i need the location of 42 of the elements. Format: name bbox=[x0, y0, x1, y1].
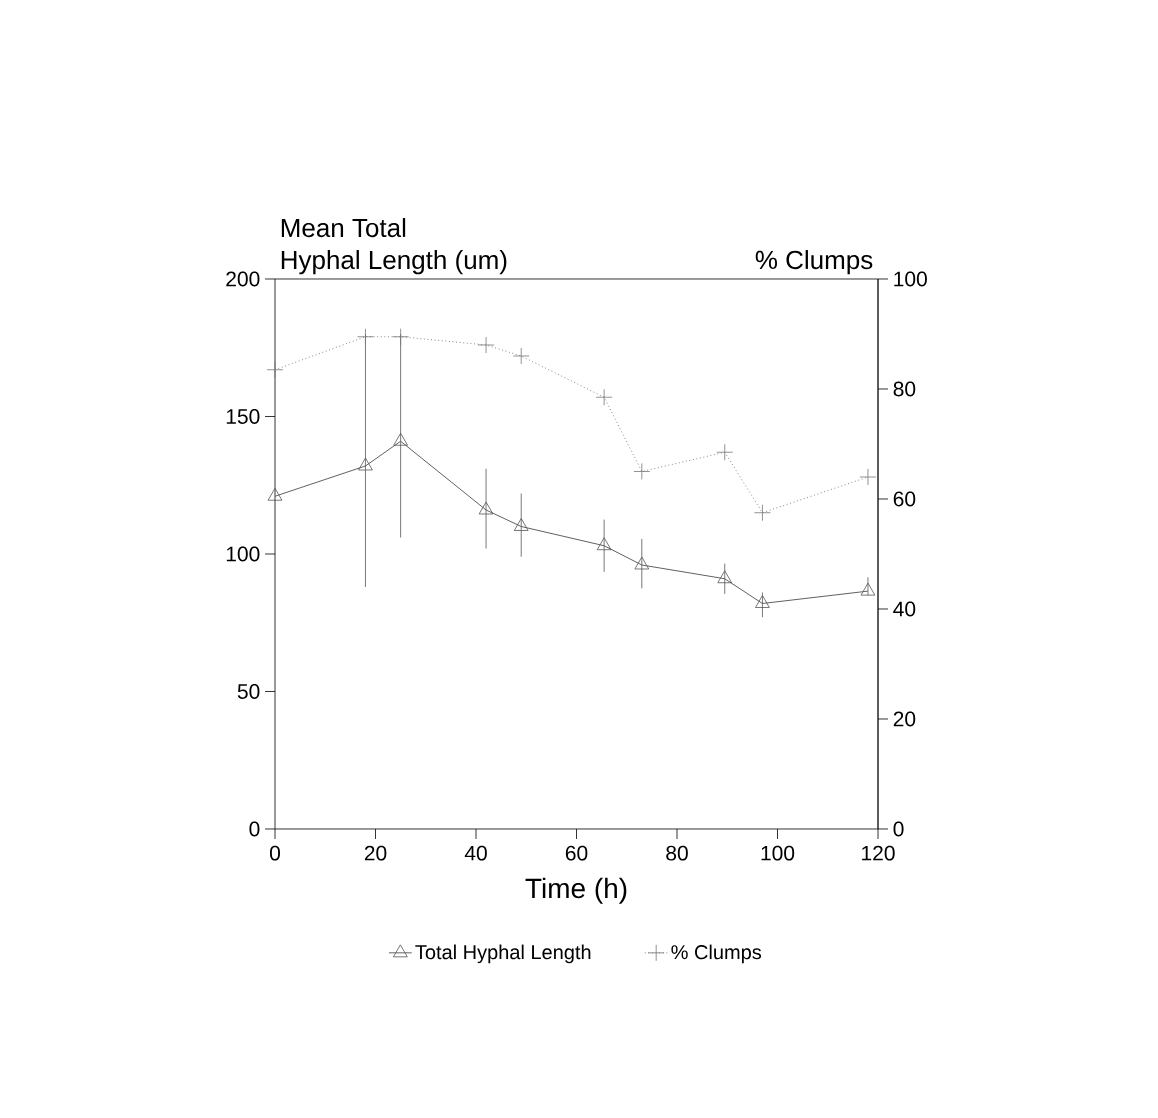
x-tick-label: 0 bbox=[269, 845, 281, 861]
point bbox=[267, 487, 283, 501]
x-tick-label: 40 bbox=[464, 845, 487, 861]
point bbox=[392, 328, 410, 346]
point bbox=[633, 463, 651, 480]
y2-tick-label: 80 bbox=[893, 381, 916, 397]
y2-tick-label: 40 bbox=[893, 601, 916, 617]
y-tick-label: 50 bbox=[237, 684, 260, 699]
y2-tick-label: 60 bbox=[893, 491, 916, 507]
point bbox=[513, 518, 529, 531]
point bbox=[634, 556, 650, 570]
x-tick-label: 120 bbox=[862, 845, 895, 861]
point bbox=[358, 457, 373, 471]
x-tick-label: 100 bbox=[761, 845, 795, 861]
y2-tick-label: 100 bbox=[894, 271, 927, 287]
x-tick-label: 20 bbox=[364, 845, 387, 861]
y2-tick-label: 20 bbox=[893, 711, 916, 727]
y2-axis-title: % Clumps bbox=[755, 250, 873, 275]
y-tick-label: 100 bbox=[226, 546, 260, 562]
point bbox=[860, 582, 876, 596]
point bbox=[754, 504, 771, 522]
y-tick-label: 200 bbox=[226, 271, 260, 287]
point bbox=[357, 328, 374, 346]
point bbox=[716, 443, 734, 461]
point bbox=[477, 336, 495, 354]
x-axis-title: Time (h) bbox=[525, 877, 627, 904]
point bbox=[393, 432, 408, 446]
point bbox=[595, 388, 613, 406]
legend-label: % Clumps bbox=[671, 944, 762, 964]
point bbox=[859, 468, 877, 486]
y-axis-title: Mean Total Hyphal Length (um) bbox=[281, 218, 507, 275]
point bbox=[512, 347, 530, 365]
legend-label: Total Hyphal Length bbox=[415, 944, 591, 964]
y-tick-label: 150 bbox=[226, 409, 260, 424]
point bbox=[717, 570, 733, 584]
x-tick-label: 60 bbox=[565, 845, 588, 861]
y2-tick-label: 0 bbox=[893, 821, 904, 837]
y-tick-label: 0 bbox=[249, 821, 260, 837]
point bbox=[478, 501, 494, 515]
point bbox=[596, 537, 612, 551]
point bbox=[266, 361, 284, 379]
x-tick-label: 80 bbox=[666, 845, 688, 861]
